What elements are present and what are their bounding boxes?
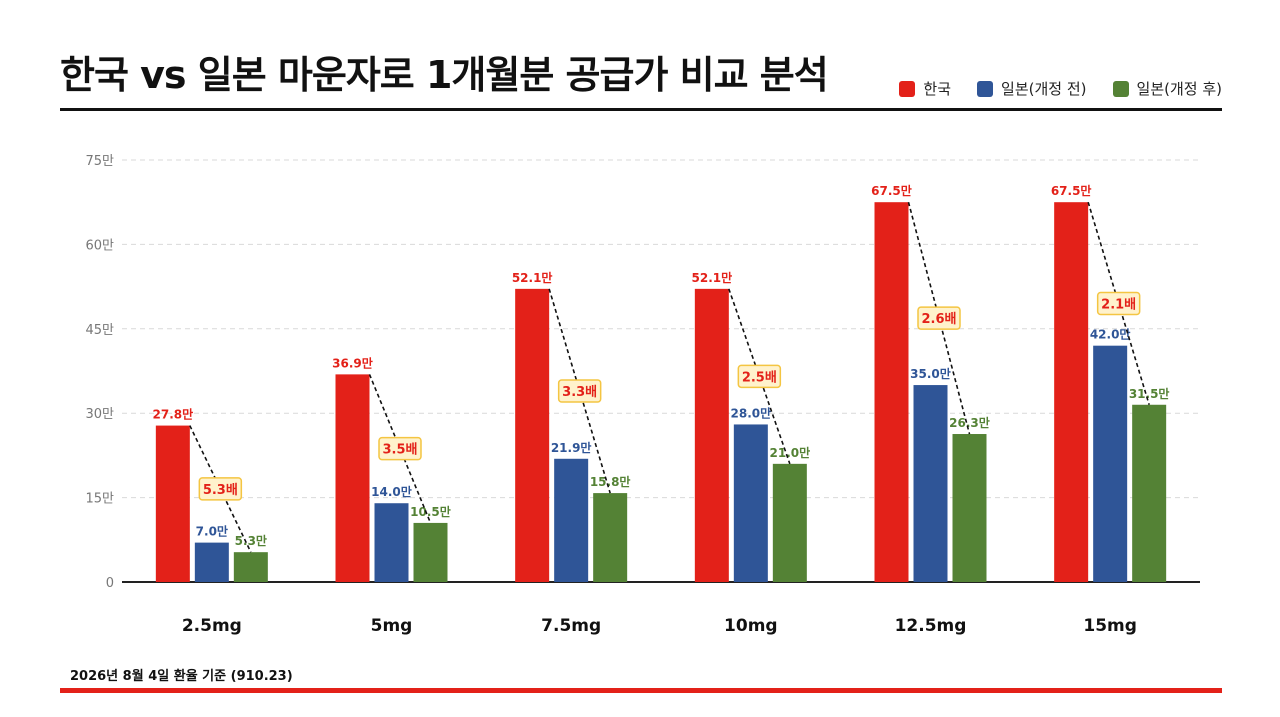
- ratio-label: 3.5배: [383, 442, 418, 458]
- data-label-japan-before: 42.0만: [1090, 327, 1131, 342]
- ratio-badge: [378, 436, 422, 461]
- data-label-korea: 36.9만: [332, 355, 373, 370]
- legend-swatch-japan-before: [977, 80, 994, 97]
- ratio-badge: [917, 306, 961, 330]
- data-label-japan-before: 14.0만: [371, 484, 412, 499]
- y-tick-label: 0: [106, 576, 114, 591]
- footnote: 2026년 8월 4일 환율 기준 (910.23): [70, 669, 293, 684]
- bar-japan-before: [1093, 345, 1128, 582]
- data-label-japan-after: 26.3만: [949, 415, 990, 430]
- data-label-korea: 52.1만: [512, 270, 553, 285]
- ratio-label: 5.3배: [203, 482, 238, 498]
- x-tick-label: 12.5mg: [895, 616, 967, 636]
- y-tick-label: 15만: [85, 492, 114, 507]
- x-tick-label: 5mg: [371, 616, 413, 636]
- data-label-japan-before: 7.0만: [196, 524, 228, 539]
- ratio-label: 2.1배: [1101, 296, 1136, 312]
- bar-japan-after: [952, 434, 987, 582]
- data-label-japan-after: 15.8만: [590, 474, 631, 489]
- title-rule: [60, 108, 1222, 111]
- bar-korea: [335, 374, 370, 582]
- legend-label-japan-before: 일본(개정 전): [1001, 80, 1087, 98]
- x-tick-label: 2.5mg: [182, 616, 242, 636]
- data-label-japan-before: 21.9만: [551, 440, 592, 455]
- data-label-japan-before: 35.0만: [910, 366, 951, 381]
- bar-japan-before: [194, 542, 229, 582]
- bar-japan-after: [772, 463, 807, 582]
- legend-swatch-japan-after: [1112, 80, 1129, 97]
- bar-japan-after: [413, 522, 448, 582]
- data-label-korea: 27.8만: [153, 407, 194, 422]
- data-label-japan-after: 10.5만: [410, 504, 451, 519]
- x-tick-label: 7.5mg: [541, 616, 601, 636]
- chart-title: 한국 vs 일본 마운자로 1개월분 공급가 비교 분석: [60, 53, 829, 97]
- bar-japan-after: [233, 552, 268, 582]
- legend: 한국 일본(개정 전) 일본(개정 후): [899, 78, 1222, 99]
- bar-japan-after: [1132, 404, 1167, 582]
- bar-korea: [155, 425, 190, 582]
- bottom-rule: [60, 688, 1222, 693]
- ratio-label: 2.5배: [742, 369, 777, 385]
- x-tick-label: 15mg: [1083, 616, 1137, 636]
- bar-korea: [1054, 202, 1089, 582]
- data-label-japan-after: 21.0만: [770, 445, 811, 460]
- y-tick-label: 45만: [85, 323, 114, 338]
- ratio-label: 3.3배: [562, 384, 597, 400]
- y-tick-label: 75만: [85, 154, 114, 169]
- data-label-korea: 67.5만: [871, 183, 912, 198]
- ratio-badge: [198, 477, 243, 501]
- bar-korea: [694, 288, 729, 582]
- ratio-badge: [1096, 291, 1141, 316]
- data-label-japan-after: 5.3만: [235, 533, 267, 548]
- bar-japan-before: [374, 503, 409, 582]
- legend-item-japan-after: 일본(개정 후): [1112, 78, 1222, 99]
- bar-japan-before: [913, 385, 948, 582]
- ratio-badge: [557, 379, 602, 403]
- legend-item-korea: 한국: [899, 78, 951, 99]
- data-label-korea: 67.5만: [1051, 183, 1092, 198]
- bar-japan-after: [593, 493, 628, 582]
- legend-label-japan-after: 일본(개정 후): [1136, 80, 1222, 98]
- y-tick-label: 30만: [85, 407, 114, 422]
- bar-japan-before: [554, 458, 589, 582]
- y-tick-label: 60만: [85, 238, 114, 253]
- legend-swatch-korea: [899, 80, 916, 97]
- x-tick-label: 10mg: [724, 616, 778, 636]
- data-label-korea: 52.1만: [692, 270, 733, 285]
- data-label-japan-before: 28.0만: [731, 405, 772, 420]
- legend-label-korea: 한국: [923, 80, 952, 98]
- data-label-japan-after: 31.5만: [1129, 386, 1170, 401]
- ratio-label: 2.6배: [922, 311, 957, 327]
- legend-item-japan-before: 일본(개정 전): [977, 78, 1087, 99]
- bar-korea: [515, 288, 550, 582]
- bar-korea: [874, 202, 909, 582]
- ratio-badge: [737, 364, 782, 389]
- bar-japan-before: [733, 424, 768, 582]
